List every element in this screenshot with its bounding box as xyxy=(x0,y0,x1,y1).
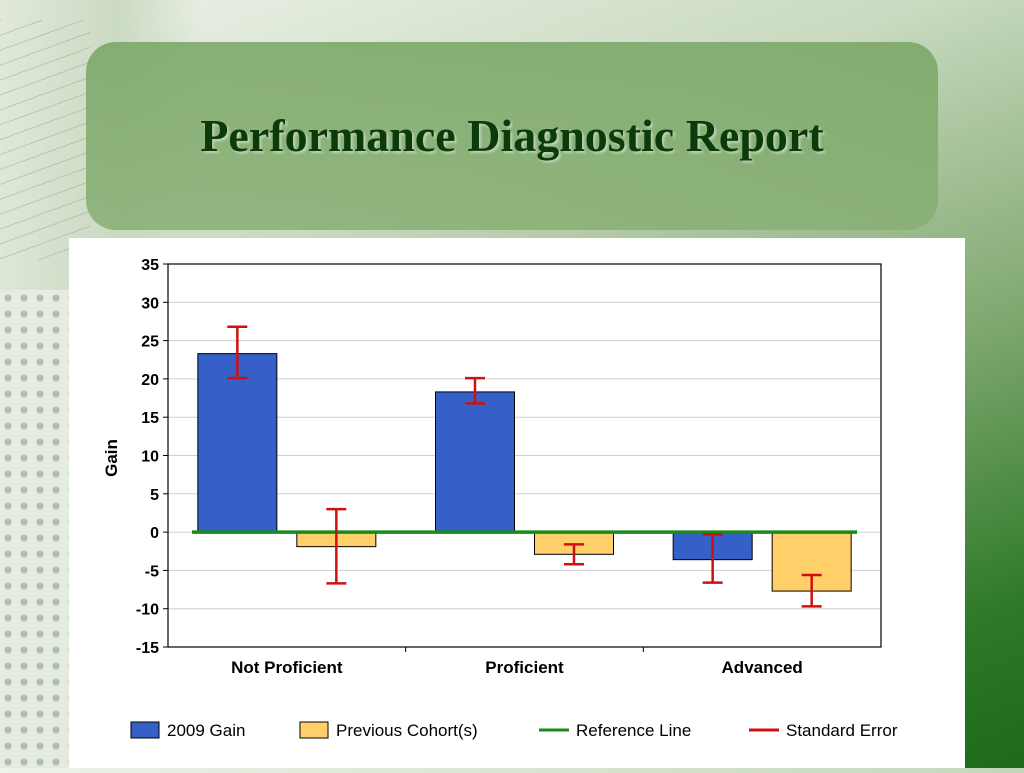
y-tick-label: 30 xyxy=(141,295,159,312)
y-tick-label: 15 xyxy=(141,410,159,427)
legend-label: 2009 Gain xyxy=(167,721,245,740)
y-tick-label: -15 xyxy=(136,640,159,657)
title-panel: Performance Diagnostic Report xyxy=(86,42,938,230)
background-text-texture xyxy=(0,20,90,260)
gain-bar-chart: 35 30 25 20 15 10 5 0 -5 -10 -15 Not Proficient Prof… xyxy=(102,257,898,740)
chart-card: 35 30 25 20 15 10 5 0 -5 -10 -15 Not Proficient Prof… xyxy=(69,238,965,768)
y-tick-label: 35 xyxy=(141,257,159,274)
y-tick-label: -5 xyxy=(145,563,159,580)
bars xyxy=(197,353,852,592)
x-tick-label: Not Proficient xyxy=(231,658,343,677)
legend-swatch xyxy=(130,721,160,739)
bar-gain-2009 xyxy=(435,391,515,533)
legend-label: Reference Line xyxy=(576,721,691,740)
y-tick-label: 25 xyxy=(141,334,159,351)
plot-area-border xyxy=(167,263,882,648)
axes: 35 30 25 20 15 10 5 0 -5 -10 -15 Not Proficient Prof… xyxy=(136,257,882,677)
bar-gain-2009 xyxy=(197,353,278,533)
y-tick-label: 10 xyxy=(141,449,159,466)
x-tick-label: Proficient xyxy=(485,658,564,677)
slide-title: Performance Diagnostic Report xyxy=(200,110,824,161)
error-bars xyxy=(227,325,822,608)
x-tick-label: Advanced xyxy=(722,658,803,677)
legend-label: Previous Cohort(s) xyxy=(336,721,478,740)
legend: 2009 Gain Previous Cohort(s) Reference Lin… xyxy=(130,721,898,740)
y-tick-label: 5 xyxy=(150,487,159,504)
y-tick-label: -10 xyxy=(136,602,159,619)
legend-swatch xyxy=(299,721,329,739)
y-tick-label: 0 xyxy=(150,525,159,542)
y-axis-label: Gain xyxy=(102,439,121,477)
y-tick-label: 20 xyxy=(141,372,159,389)
background-answer-sheet-image xyxy=(0,290,70,768)
legend-label: Standard Error xyxy=(786,721,898,740)
